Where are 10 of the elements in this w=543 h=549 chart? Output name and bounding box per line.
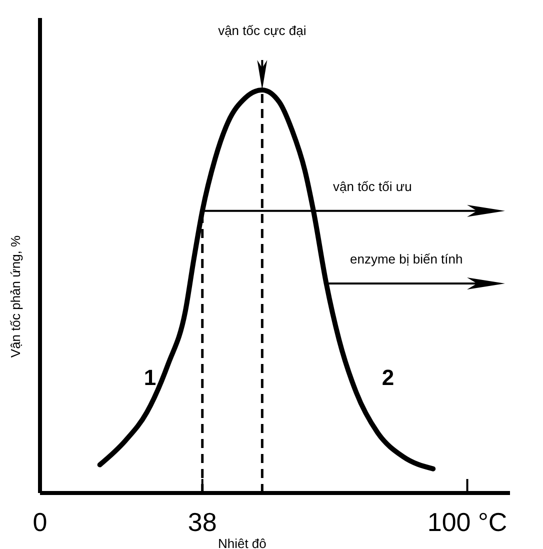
text: vận tốc cực đại bbox=[218, 23, 306, 38]
x-axis-title: Nhiêt đô bbox=[218, 536, 266, 549]
x-tick-label: 0 bbox=[32, 507, 48, 537]
ref-line-label: enzyme bị biến tính bbox=[350, 251, 463, 266]
x-tick-label: 38 bbox=[188, 507, 217, 537]
y-axis-title: Vận tốc phản ứng, % bbox=[8, 234, 23, 358]
annotation: 1 bbox=[144, 365, 156, 390]
annotation: 2 bbox=[382, 365, 394, 390]
x-tick-label: 100 °C bbox=[427, 507, 508, 537]
ref-line-label: vận tốc tối ưu bbox=[333, 178, 412, 194]
